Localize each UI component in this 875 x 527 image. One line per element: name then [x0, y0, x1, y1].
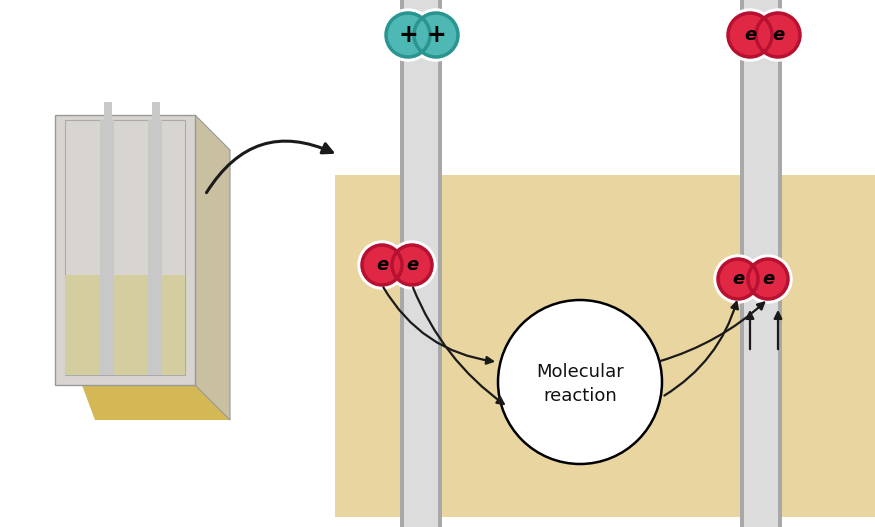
Circle shape	[718, 259, 758, 299]
Circle shape	[392, 245, 432, 285]
Text: e: e	[732, 270, 744, 288]
Text: +: +	[426, 23, 446, 47]
Circle shape	[756, 13, 800, 57]
FancyBboxPatch shape	[404, 0, 438, 527]
Circle shape	[498, 300, 662, 464]
Circle shape	[362, 245, 402, 285]
FancyBboxPatch shape	[104, 102, 112, 120]
Circle shape	[744, 255, 792, 303]
FancyBboxPatch shape	[100, 120, 114, 375]
Circle shape	[752, 9, 804, 61]
Text: +: +	[398, 23, 418, 47]
Polygon shape	[195, 115, 230, 420]
Circle shape	[382, 9, 434, 61]
FancyBboxPatch shape	[744, 0, 778, 527]
FancyBboxPatch shape	[148, 120, 162, 375]
FancyBboxPatch shape	[65, 275, 185, 375]
Text: e: e	[406, 256, 418, 274]
Circle shape	[714, 255, 762, 303]
Text: e: e	[762, 270, 774, 288]
FancyBboxPatch shape	[400, 0, 442, 527]
Circle shape	[358, 241, 406, 289]
Text: e: e	[772, 26, 784, 44]
Circle shape	[410, 9, 462, 61]
Circle shape	[728, 13, 772, 57]
FancyBboxPatch shape	[335, 175, 875, 517]
Text: e: e	[376, 256, 388, 274]
Text: e: e	[744, 26, 756, 44]
FancyBboxPatch shape	[55, 115, 195, 385]
Circle shape	[748, 259, 788, 299]
Circle shape	[386, 13, 430, 57]
Text: Molecular: Molecular	[536, 363, 624, 381]
Polygon shape	[80, 380, 230, 420]
Circle shape	[388, 241, 436, 289]
FancyBboxPatch shape	[740, 0, 782, 527]
Circle shape	[724, 9, 776, 61]
Circle shape	[414, 13, 458, 57]
FancyBboxPatch shape	[152, 102, 160, 120]
Text: reaction: reaction	[543, 387, 617, 405]
